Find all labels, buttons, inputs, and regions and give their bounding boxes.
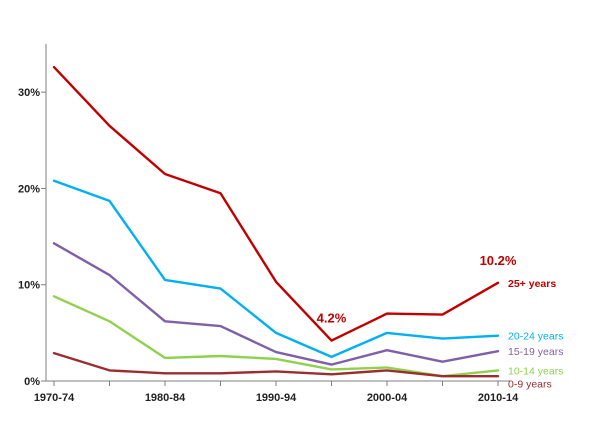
series-group <box>52 65 500 378</box>
series-line-10-14-years <box>52 295 500 378</box>
annotations: 4.2% 10.2% <box>317 253 517 326</box>
x-tick-label: 1970-74 <box>34 392 75 404</box>
annotation-label: 4.2% <box>317 311 347 326</box>
x-tick-label: 1980-84 <box>145 392 186 404</box>
axes <box>45 44 510 382</box>
series-line-15-19-years <box>52 242 500 366</box>
y-tick-label: 0% <box>24 376 40 388</box>
y-tick-label: 30% <box>18 87 40 99</box>
series-line-25-years <box>52 65 500 342</box>
series-label-0-9-years: 0-9 years <box>508 378 552 390</box>
x-axis-ticks: 1970-74 1980-84 1990-94 2000-04 2010-14 <box>34 381 519 404</box>
y-tick-label: 10% <box>18 280 40 292</box>
series-labels: 25+ years 20-24 years 15-19 years 10-14 yea… <box>508 278 563 391</box>
y-tick-label: 20% <box>18 183 40 195</box>
series-label-15-19-years: 15-19 years <box>508 346 563 358</box>
y-axis-ticks: 0% 10% 20% 30% <box>18 87 46 388</box>
series-label-25-years: 25+ years <box>508 278 556 290</box>
annotation-label: 10.2% <box>480 253 517 268</box>
series-line-0-9-years <box>52 351 500 378</box>
series-line-20-24-years <box>52 179 500 359</box>
series-label-20-24-years: 20-24 years <box>508 331 563 343</box>
x-tick-label: 2010-14 <box>478 392 519 404</box>
x-tick-label: 1990-94 <box>256 392 297 404</box>
series-label-10-14-years: 10-14 years <box>508 365 563 377</box>
x-tick-label: 2000-04 <box>367 392 408 404</box>
